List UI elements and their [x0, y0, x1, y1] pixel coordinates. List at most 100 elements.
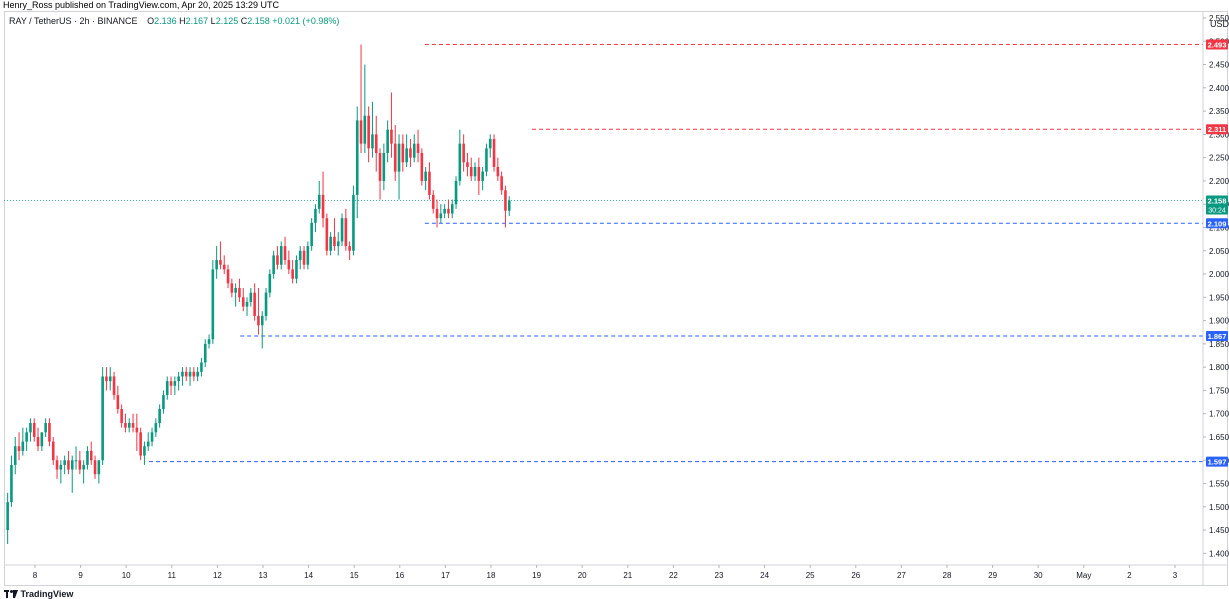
- time-tick-label: 3: [1173, 571, 1178, 580]
- candle-up: [10, 464, 13, 503]
- candle-up: [29, 423, 32, 433]
- candle-up: [314, 208, 317, 223]
- candle-up: [386, 129, 389, 153]
- candle-up: [382, 152, 386, 181]
- candle-down: [36, 436, 40, 447]
- candle-down: [93, 460, 97, 475]
- candle-down: [333, 236, 336, 247]
- current-price-tag-label: 2.158: [1208, 196, 1227, 205]
- candle-up: [371, 134, 374, 149]
- resistance-price-tag-label: 2.311: [1208, 125, 1226, 134]
- candle-down: [496, 166, 500, 177]
- candle-up: [336, 241, 340, 247]
- candle-up: [355, 120, 359, 195]
- price-tick-label: 1.850: [1209, 340, 1229, 349]
- price-tick-label: 1.650: [1209, 433, 1229, 442]
- tradingview-logo-icon: [4, 590, 18, 598]
- candle-up: [507, 200, 511, 211]
- support-price-tag: [1206, 330, 1228, 341]
- price-tick-label: 1.550: [1209, 480, 1229, 489]
- candle-down: [409, 148, 412, 158]
- publish-banner: Henry_Ross published on TradingView.com,…: [0, 0, 1229, 10]
- candle-down: [466, 162, 469, 167]
- candle-down: [184, 371, 188, 377]
- candle-up: [21, 441, 25, 451]
- candle-up: [458, 143, 462, 181]
- currency-label[interactable]: USDT: [1210, 19, 1229, 29]
- candle-up: [424, 171, 427, 181]
- candle-up: [397, 143, 401, 172]
- candle-down: [139, 432, 142, 456]
- candle-up: [207, 339, 211, 344]
- price-tick-label: 2.000: [1209, 270, 1229, 279]
- time-tick-label: 20: [578, 571, 587, 580]
- candle-up: [177, 376, 180, 382]
- time-tick-label: 14: [304, 571, 313, 580]
- symbol-legend: RAY / TetherUS · 2h · BINANCE O2.136 H2.…: [9, 16, 339, 26]
- candle-down: [241, 297, 245, 307]
- candle-down: [504, 190, 507, 211]
- candle-down: [401, 143, 405, 163]
- time-tick-label: 15: [350, 571, 359, 580]
- candle-down: [287, 260, 291, 270]
- candle-down: [469, 166, 473, 177]
- candle-down: [169, 381, 173, 386]
- candle-up: [150, 432, 154, 442]
- current-price-tag: [1206, 195, 1228, 215]
- candle-up: [203, 343, 207, 363]
- candle-up: [13, 446, 17, 465]
- time-tick-label: May: [1076, 571, 1091, 580]
- change-value: +0.021 (+0.98%): [272, 16, 340, 26]
- open-label: O: [147, 16, 155, 26]
- time-tick-label: 11: [168, 571, 177, 580]
- candle-down: [367, 115, 370, 149]
- chart-frame[interactable]: [4, 11, 1228, 586]
- candle-up: [310, 222, 313, 247]
- candle-down: [78, 460, 82, 470]
- candle-up: [59, 464, 63, 470]
- candle-up: [188, 371, 192, 377]
- candle-down: [257, 315, 260, 326]
- candle-down: [230, 283, 234, 293]
- horizontal-lines: [4, 44, 1203, 463]
- candle-up: [74, 460, 78, 462]
- time-tick-label: 2: [1127, 571, 1132, 580]
- candle-up: [101, 376, 104, 461]
- time-tick-label: 13: [259, 571, 268, 580]
- price-axis[interactable]: 1.4001.4501.5001.5501.6001.6501.7001.750…: [1202, 11, 1229, 586]
- price-tick-label: 1.400: [1209, 549, 1229, 558]
- symbol-name[interactable]: RAY / TetherUS · 2h · BINANCE: [9, 16, 138, 26]
- candle-down: [416, 143, 420, 153]
- candle-down: [500, 176, 503, 191]
- candle-up: [97, 460, 101, 475]
- time-tick-label: 26: [851, 571, 860, 580]
- candle-down: [390, 129, 393, 144]
- time-tick-label: 18: [487, 571, 496, 580]
- candle-up: [181, 371, 184, 377]
- candle-up: [211, 269, 215, 340]
- candle-up: [173, 381, 177, 386]
- candle-down: [462, 143, 465, 163]
- candle-down: [105, 376, 108, 382]
- candle-down: [325, 218, 329, 251]
- candle-down: [393, 143, 397, 172]
- candle-down: [124, 423, 127, 428]
- candle-down: [321, 194, 325, 219]
- candle-up: [146, 441, 150, 447]
- footer-brand-text: TradingView: [20, 589, 74, 599]
- candle-up: [481, 171, 484, 181]
- candle-down: [48, 423, 51, 442]
- price-tags: 2.493 2.311 2.109 1.867 1.597 2.158 30:24: [1206, 39, 1228, 467]
- resistance-price-tag: [1206, 39, 1228, 50]
- support-price-tag-label: 1.867: [1208, 332, 1227, 341]
- candle-down: [302, 250, 306, 265]
- resistance-price-tag: [1206, 124, 1228, 135]
- candle-down: [276, 255, 279, 265]
- footer-brand[interactable]: TradingView: [4, 590, 73, 599]
- candle-down: [51, 441, 55, 461]
- candle-up: [82, 464, 85, 470]
- candle-down: [67, 460, 70, 470]
- time-axis[interactable]: 8 9 10 11 12 13 14 15 16 17 18 19 20 21 22 23 24 25 26 27 28…: [4, 564, 1228, 580]
- candle-down: [222, 264, 226, 270]
